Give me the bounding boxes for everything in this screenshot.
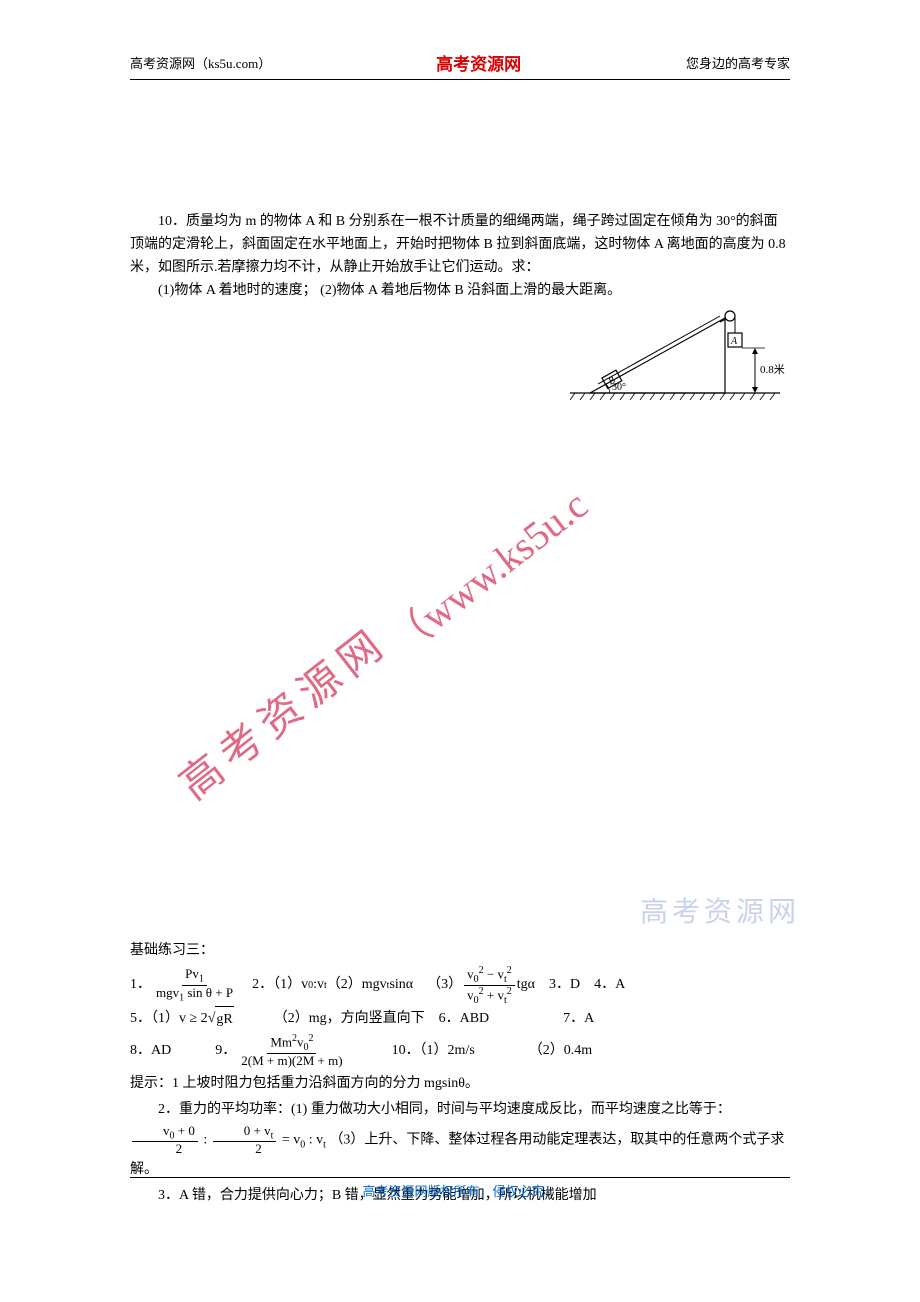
diagram-container: B 30° A 0.8米 bbox=[130, 308, 790, 408]
ans-2: 2．（1）v0:vt （2）mgvtsinα bbox=[252, 972, 413, 999]
ans-10: 10．（1）2m/s bbox=[392, 1038, 475, 1065]
header-left: 高考资源网（ks5u.com） bbox=[130, 53, 271, 72]
angle-label: 30° bbox=[612, 382, 626, 393]
ans-10b: （2）0.4m bbox=[529, 1038, 592, 1065]
answers-title: 基础练习三： bbox=[130, 938, 790, 965]
ans-3: 3．D bbox=[549, 972, 580, 999]
ans-1-frac: Pv1 mgv1 sin θ + P bbox=[153, 967, 236, 1003]
header-right: 您身边的高考专家 bbox=[686, 53, 790, 72]
question-subparts: (1)物体 A 着地时的速度； (2)物体 A 着地后物体 B 沿斜面上滑的最大… bbox=[130, 279, 790, 302]
ans-6: 6．ABD bbox=[439, 1006, 490, 1033]
page-footer: 高考资源网版权所有，侵权必究！ bbox=[130, 1177, 790, 1200]
ans-4: 4．A bbox=[594, 972, 625, 999]
label-A: A bbox=[730, 336, 738, 347]
answers-row-2: 5．（1）v ≥ 2gR （2）mg，方向竖直向下 6．ABD 7．A bbox=[130, 1006, 790, 1034]
watermark-cn2: 高考资源网 bbox=[640, 890, 800, 936]
watermark-cn1: 高考资源网 bbox=[165, 610, 405, 819]
hint-2: 2．重力的平均功率：(1) 重力做功大小相同，时间与平均速度成反比，而平均速度之… bbox=[130, 1097, 790, 1183]
ans-2-3: （3） v02 − vt2 v02 + vt2 tgα bbox=[427, 965, 535, 1006]
page-header: 高考资源网（ks5u.com） 高考资源网 您身边的高考专家 bbox=[130, 50, 790, 80]
ans-7: 7．A bbox=[563, 1006, 594, 1033]
answers-row-1: 1． Pv1 mgv1 sin θ + P 2．（1）v0:vt （2）mgvt… bbox=[130, 965, 790, 1006]
answers-row-3: 8．AD 9． Mm2v02 2(M + m)(2M + m) 10．（1）2m… bbox=[130, 1033, 790, 1068]
answers-section: 基础练习三： 1． Pv1 mgv1 sin θ + P 2．（1）v0:vt … bbox=[130, 938, 790, 1210]
ans-9: 9． Mm2v02 2(M + m)(2M + m) bbox=[215, 1033, 347, 1068]
ans-1: 1． Pv1 mgv1 sin θ + P bbox=[130, 967, 238, 1003]
question-body: 10．质量均为 m 的物体 A 和 B 分别系在一根不计质量的细绳两端，绳子跨过… bbox=[130, 210, 790, 279]
incline-diagram: B 30° A 0.8米 bbox=[570, 308, 790, 408]
ans-5: 5．（1）v ≥ 2gR （2）mg，方向竖直向下 bbox=[130, 1006, 425, 1034]
hint-1: 提示：1 上坡时阻力包括重力沿斜面方向的分力 mgsinθ。 bbox=[130, 1071, 790, 1098]
watermark-url: （www.ks5u.c bbox=[375, 474, 603, 672]
main-content: 10．质量均为 m 的物体 A 和 B 分别系在一根不计质量的细绳两端，绳子跨过… bbox=[130, 80, 790, 1210]
header-center-logo: 高考资源网 bbox=[436, 50, 521, 75]
height-label: 0.8米 bbox=[760, 363, 785, 376]
ans-8: 8．AD bbox=[130, 1038, 171, 1065]
